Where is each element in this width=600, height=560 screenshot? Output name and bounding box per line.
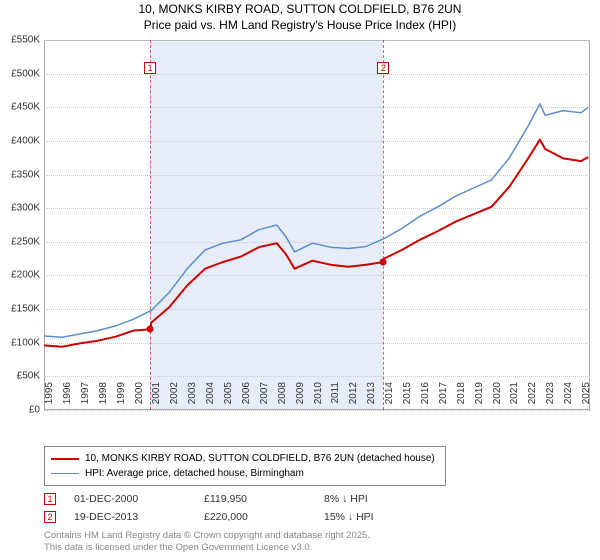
y-axis-label: £50K xyxy=(0,371,40,382)
legend-swatch xyxy=(51,458,79,460)
sale-price: £119,950 xyxy=(204,493,324,505)
y-axis-label: £400K xyxy=(0,135,40,146)
y-axis-label: £550K xyxy=(0,35,40,46)
y-axis-label: £100K xyxy=(0,337,40,348)
sale-price: £220,000 xyxy=(204,511,324,523)
sale-date: 01-DEC-2000 xyxy=(74,493,204,505)
legend: 10, MONKS KIRBY ROAD, SUTTON COLDFIELD, … xyxy=(44,446,446,486)
attribution-footer: Contains HM Land Registry data © Crown c… xyxy=(44,530,370,554)
legend-row: 10, MONKS KIRBY ROAD, SUTTON COLDFIELD, … xyxy=(51,451,439,466)
title-line2: Price paid vs. HM Land Registry's House … xyxy=(0,18,600,34)
sale-delta: 8% ↓ HPI xyxy=(324,493,444,505)
y-axis-label: £250K xyxy=(0,236,40,247)
series-line xyxy=(44,104,588,337)
sale-index-box: 2 xyxy=(44,511,56,523)
sale-row: 1 01-DEC-2000£119,9508% ↓ HPI xyxy=(44,490,444,508)
chart-title: 10, MONKS KIRBY ROAD, SUTTON COLDFIELD, … xyxy=(0,0,600,33)
legend-row: HPI: Average price, detached house, Birm… xyxy=(51,466,439,481)
footer-line2: This data is licensed under the Open Gov… xyxy=(44,542,370,554)
legend-label: 10, MONKS KIRBY ROAD, SUTTON COLDFIELD, … xyxy=(85,453,435,464)
y-axis-label: £500K xyxy=(0,68,40,79)
y-axis-label: £150K xyxy=(0,304,40,315)
y-axis-label: £300K xyxy=(0,203,40,214)
y-axis-label: £350K xyxy=(0,169,40,180)
y-axis-label: £200K xyxy=(0,270,40,281)
legend-swatch xyxy=(51,473,79,474)
sale-date: 19-DEC-2013 xyxy=(74,511,204,523)
sale-index-box: 1 xyxy=(44,493,56,505)
legend-label: HPI: Average price, detached house, Birm… xyxy=(85,468,304,479)
series-svg xyxy=(44,40,590,410)
series-line xyxy=(44,140,588,347)
sale-row: 2 19-DEC-2013£220,00015% ↓ HPI xyxy=(44,508,444,526)
price-chart: £0£50K£100K£150K£200K£250K£300K£350K£400… xyxy=(44,40,590,410)
footer-line1: Contains HM Land Registry data © Crown c… xyxy=(44,530,370,542)
title-line1: 10, MONKS KIRBY ROAD, SUTTON COLDFIELD, … xyxy=(0,2,600,18)
sale-delta: 15% ↓ HPI xyxy=(324,511,444,523)
y-axis-label: £0 xyxy=(0,405,40,416)
y-axis-label: £450K xyxy=(0,102,40,113)
sales-table: 1 01-DEC-2000£119,9508% ↓ HPI 2 19-DEC-2013… xyxy=(44,490,444,526)
